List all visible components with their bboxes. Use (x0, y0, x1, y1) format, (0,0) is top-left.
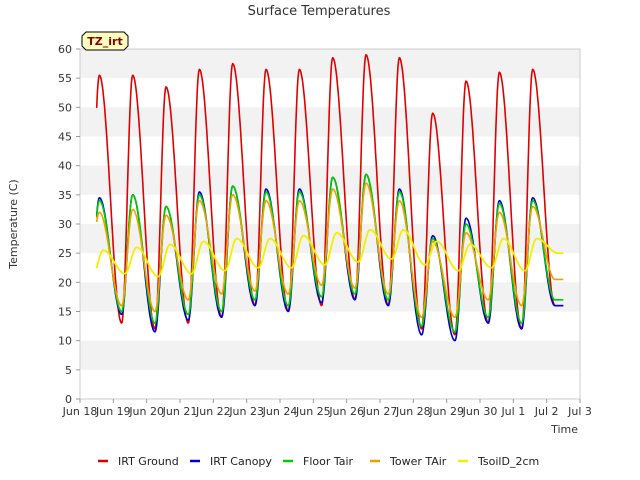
grid-band (80, 49, 580, 79)
tz-badge: TZ_irt (81, 31, 129, 51)
legend-label: TsoilD_2cm (477, 455, 539, 468)
series-line-tower-tair (95, 182, 564, 319)
x-tick-label: Jul 2 (534, 405, 559, 418)
grid-band (80, 282, 580, 312)
tz-badge-box (81, 31, 129, 51)
x-tick-label: Jun 19 (95, 405, 131, 418)
x-tick-label: Jun 26 (328, 405, 364, 418)
y-tick-label: 0 (65, 393, 72, 406)
x-axis-label: Time (550, 423, 578, 436)
x-tick-label: Jun 23 (228, 405, 264, 418)
y-tick-label: 10 (58, 335, 72, 348)
y-tick-label: 50 (58, 101, 72, 114)
x-tick-label: Jun 27 (362, 405, 398, 418)
x-tick-label: Jun 24 (262, 405, 298, 418)
legend-label: IRT Ground (118, 455, 179, 468)
x-tick-label: Jun 29 (428, 405, 464, 418)
legend-label: IRT Canopy (210, 455, 272, 468)
grid-band (80, 340, 580, 370)
x-tick-label: Jun 21 (162, 405, 198, 418)
y-tick-label: 60 (58, 43, 72, 56)
series-lines (95, 54, 564, 342)
x-tick-label: Jun 28 (395, 405, 431, 418)
x-tick-label: Jun 20 (128, 405, 164, 418)
y-tick-label: 15 (58, 306, 72, 319)
x-tick-label: Jun 22 (195, 405, 231, 418)
chart-title: Surface Temperatures (248, 4, 391, 19)
legend: IRT Ground IRT Canopy Floor Tair Tower TAir… (98, 455, 539, 468)
y-tick-label: 5 (65, 364, 72, 377)
x-tick-label: Jun 30 (462, 405, 498, 418)
y-tick-label: 25 (58, 247, 72, 260)
y-axis: 0 5 10 15 20 25 30 35 40 45 50 55 60 (58, 43, 80, 406)
x-tick-label: Jul 3 (567, 405, 592, 418)
tz-badge-text: TZ_irt (87, 35, 122, 48)
x-tick-label: Jul 1 (500, 405, 525, 418)
y-tick-label: 40 (58, 160, 72, 173)
legend-label: Floor Tair (303, 455, 354, 468)
y-tick-label: 20 (58, 276, 72, 289)
y-axis-label: Temperature (C) (7, 179, 20, 269)
series-line-tsoild-2cm (95, 228, 564, 278)
legend-label: Tower TAir (389, 455, 447, 468)
x-tick-label: Jun 25 (295, 405, 331, 418)
y-tick-label: 30 (58, 218, 72, 231)
x-tick-label: Jun 18 (62, 405, 98, 418)
y-tick-label: 45 (58, 131, 72, 144)
y-tick-label: 35 (58, 189, 72, 202)
y-tick-label: 55 (58, 72, 72, 85)
